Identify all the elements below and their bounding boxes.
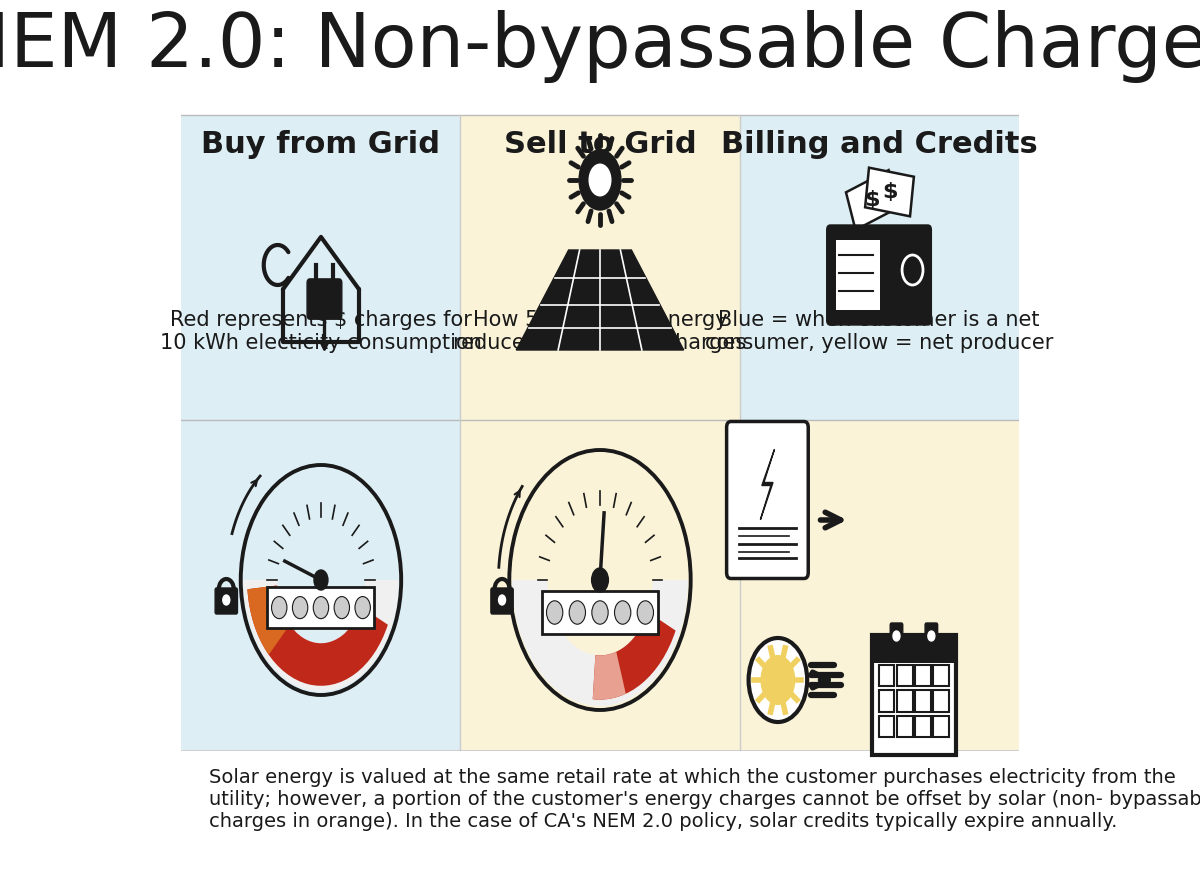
Circle shape xyxy=(569,601,586,624)
Wedge shape xyxy=(247,585,388,686)
Polygon shape xyxy=(846,170,898,230)
Text: Sell to Grid: Sell to Grid xyxy=(504,130,696,159)
FancyBboxPatch shape xyxy=(307,278,342,319)
Circle shape xyxy=(223,595,229,605)
Polygon shape xyxy=(761,449,774,520)
Circle shape xyxy=(761,655,796,705)
Bar xyxy=(934,716,949,737)
Wedge shape xyxy=(512,580,688,706)
Circle shape xyxy=(271,597,287,619)
Polygon shape xyxy=(516,250,684,350)
Circle shape xyxy=(580,150,620,210)
Wedge shape xyxy=(593,612,676,699)
Bar xyxy=(916,716,931,737)
Text: $: $ xyxy=(864,190,880,210)
Bar xyxy=(898,690,912,712)
Circle shape xyxy=(334,597,349,619)
Polygon shape xyxy=(865,168,914,217)
Bar xyxy=(181,115,461,750)
Circle shape xyxy=(614,601,631,624)
Bar xyxy=(898,716,912,737)
Circle shape xyxy=(592,568,608,592)
Circle shape xyxy=(293,597,308,619)
FancyBboxPatch shape xyxy=(827,225,931,325)
FancyBboxPatch shape xyxy=(215,588,238,614)
Bar xyxy=(880,716,894,737)
Bar xyxy=(880,665,894,686)
FancyBboxPatch shape xyxy=(872,635,955,755)
FancyBboxPatch shape xyxy=(268,587,374,628)
Text: Red represents $ charges for
10 kWh electicity consumption: Red represents $ charges for 10 kWh elec… xyxy=(160,310,482,354)
Circle shape xyxy=(893,631,900,641)
Bar xyxy=(916,690,931,712)
Wedge shape xyxy=(247,585,289,655)
Bar xyxy=(934,665,949,686)
Bar xyxy=(739,420,1019,750)
Text: $: $ xyxy=(882,182,898,202)
Circle shape xyxy=(592,601,608,624)
Bar xyxy=(898,665,912,686)
Text: Billing and Credits: Billing and Credits xyxy=(721,130,1038,159)
Circle shape xyxy=(313,597,329,619)
Bar xyxy=(461,115,739,750)
Circle shape xyxy=(498,595,505,605)
FancyBboxPatch shape xyxy=(925,623,937,649)
Text: How 5 kWh solar energy
reduces customer's charges: How 5 kWh solar energy reduces customer'… xyxy=(454,310,746,354)
Circle shape xyxy=(928,631,935,641)
Circle shape xyxy=(902,255,923,285)
FancyBboxPatch shape xyxy=(890,623,902,649)
Text: Buy from Grid: Buy from Grid xyxy=(202,130,440,159)
Bar xyxy=(880,690,894,712)
Wedge shape xyxy=(593,652,625,699)
Text: Blue = when customer is a net
consumer, yellow = net producer: Blue = when customer is a net consumer, … xyxy=(704,310,1054,354)
Bar xyxy=(916,665,931,686)
Text: NEM 2.0: Non-bypassable Charges: NEM 2.0: Non-bypassable Charges xyxy=(0,10,1200,83)
Circle shape xyxy=(546,601,563,624)
Circle shape xyxy=(637,601,654,624)
FancyBboxPatch shape xyxy=(542,591,658,634)
Circle shape xyxy=(314,570,328,590)
Circle shape xyxy=(355,597,371,619)
Bar xyxy=(739,115,1019,420)
Bar xyxy=(835,240,880,310)
Text: Solar energy is valued at the same retail rate at which the customer purchases e: Solar energy is valued at the same retai… xyxy=(209,768,1200,831)
Bar xyxy=(872,635,955,663)
Circle shape xyxy=(749,638,808,722)
FancyBboxPatch shape xyxy=(727,422,809,578)
FancyBboxPatch shape xyxy=(491,588,514,614)
Circle shape xyxy=(588,164,612,196)
Wedge shape xyxy=(244,580,398,691)
Bar xyxy=(934,690,949,712)
